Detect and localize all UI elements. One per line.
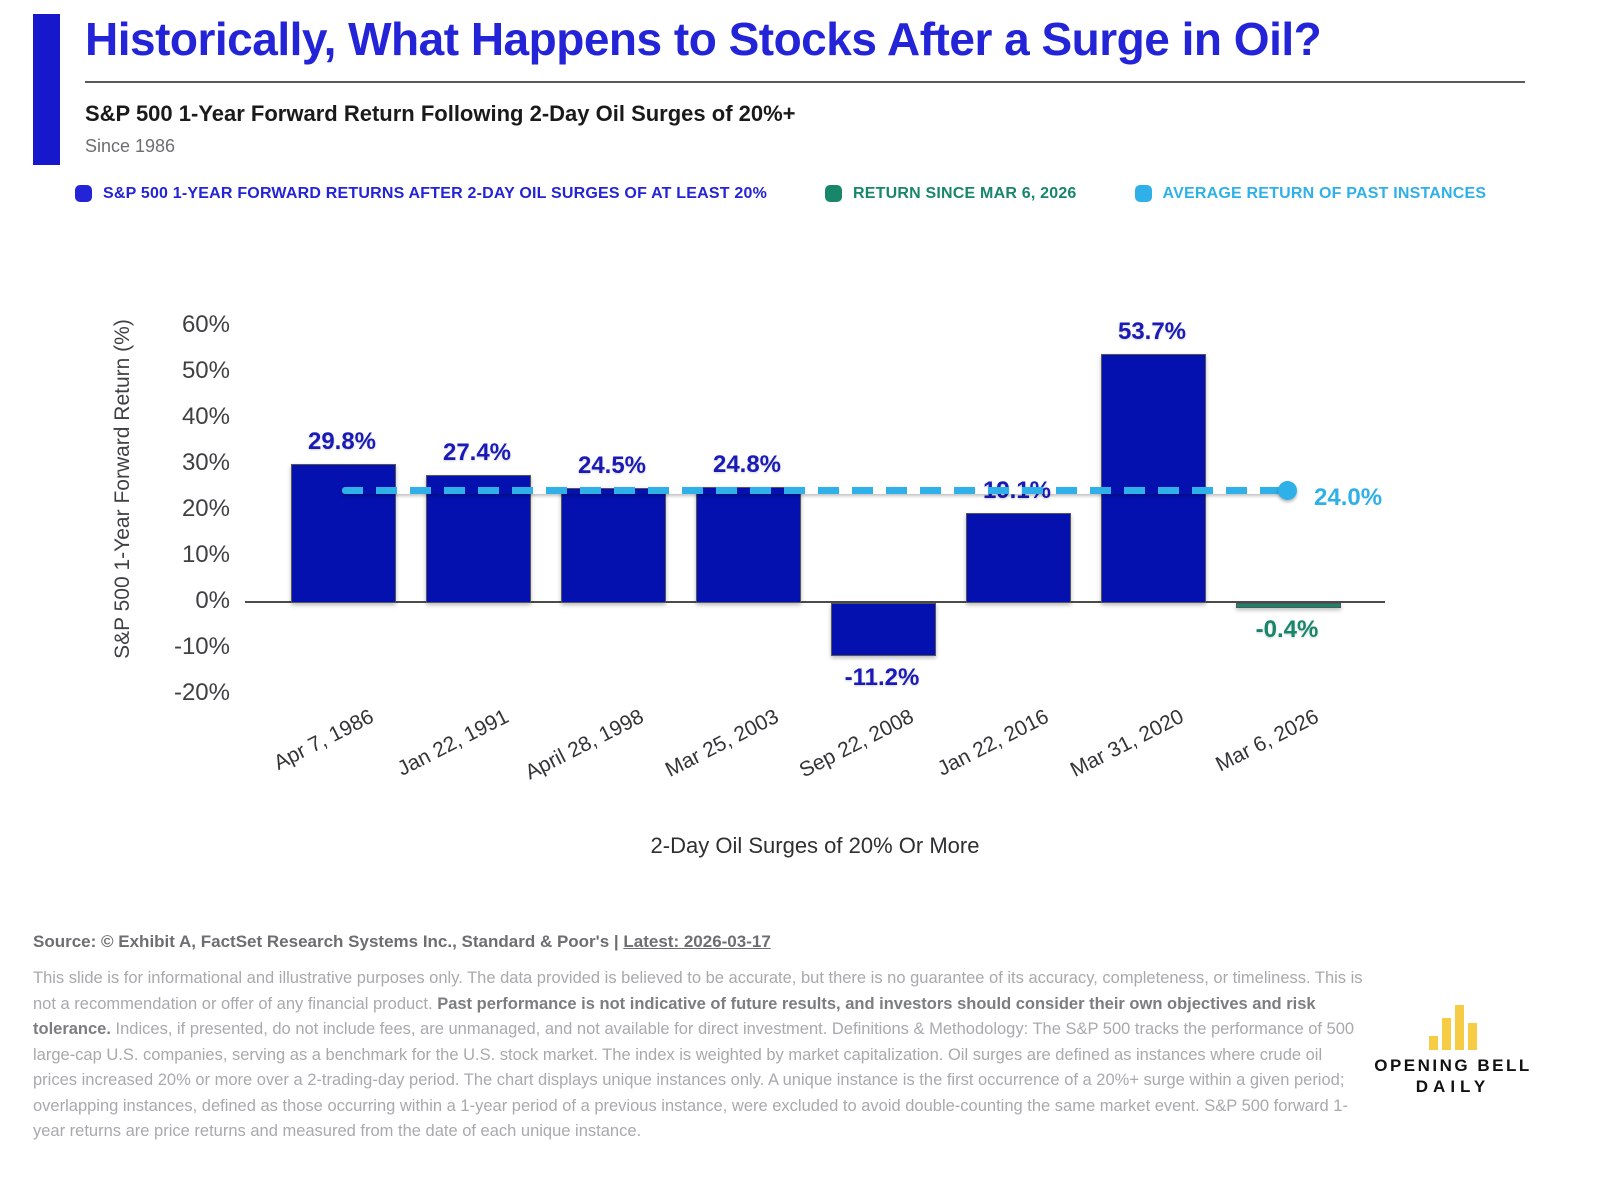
logo-bars-icon xyxy=(1368,1004,1538,1050)
disclaimer-part1: This slide is for informational and illu… xyxy=(33,969,1363,1013)
x-tick-label: Jan 22, 1991 xyxy=(393,704,513,781)
page-title: Historically, What Happens to Stocks Aft… xyxy=(85,13,1322,65)
legend-item-sp500-returns: S&P 500 1-YEAR FORWARD RETURNS AFTER 2-D… xyxy=(75,185,767,203)
logo-bar-1 xyxy=(1429,1036,1438,1050)
y-tick-label: -10% xyxy=(173,632,230,660)
bar-6 xyxy=(965,512,1071,603)
logo-bar-4 xyxy=(1468,1023,1477,1050)
x-tick-label: Mar 31, 2020 xyxy=(1066,704,1188,782)
bar-value-label: -0.4% xyxy=(1255,615,1319,643)
chart-subtitle: S&P 500 1-Year Forward Return Following … xyxy=(85,100,796,126)
y-tick-label: 30% xyxy=(181,448,230,476)
legend-swatch-green xyxy=(825,185,842,203)
bar-5 xyxy=(830,602,936,657)
x-tick-label: Mar 6, 2026 xyxy=(1212,704,1323,776)
legend-label: RETURN SINCE MAR 6, 2026 xyxy=(853,184,1077,202)
bar-value-label: 53.7% xyxy=(1117,317,1187,345)
disclaimer-bold: Past performance is not indicative of fu… xyxy=(33,994,1316,1039)
bar-chart: S&P 500 1-Year Forward Return (%) 60% 50%… xyxy=(95,285,1405,873)
legend-item-return-since: RETURN SINCE MAR 6, 2026 xyxy=(825,185,1077,203)
disclaimer-text: This slide is for informational and illu… xyxy=(33,966,1363,1145)
bar-value-label: 24.8% xyxy=(712,450,782,478)
x-axis-line xyxy=(245,600,1385,603)
title-accent-bar xyxy=(33,14,60,165)
x-axis-title: 2-Day Oil Surges of 20% Or More xyxy=(650,832,980,858)
header: Historically, What Happens to Stocks Aft… xyxy=(33,13,1525,165)
x-tick-label: Apr 7, 1986 xyxy=(270,704,378,775)
legend-swatch-cyan xyxy=(1134,185,1152,203)
x-tick-label: Mar 25, 2003 xyxy=(661,704,783,782)
average-return-value-label: 24.0% xyxy=(1314,484,1383,512)
chart-since-label: Since 1986 xyxy=(85,135,176,156)
y-tick-label: 60% xyxy=(181,310,230,338)
legend-item-average-return: AVERAGE RETURN OF PAST INSTANCES xyxy=(1134,184,1487,203)
y-tick-label: 10% xyxy=(181,540,230,568)
source-text: Source: © Exhibit A, FactSet Research Sy… xyxy=(33,932,624,951)
average-return-line xyxy=(342,486,1287,494)
x-tick-label: Jan 22, 2016 xyxy=(933,704,1053,781)
title-divider xyxy=(85,80,1525,83)
legend: S&P 500 1-YEAR FORWARD RETURNS AFTER 2-D… xyxy=(75,185,1610,203)
y-tick-label: 20% xyxy=(181,494,230,522)
bar-value-label: 24.5% xyxy=(577,451,647,479)
y-tick-label: 50% xyxy=(181,356,230,384)
x-tick-label: April 28, 1998 xyxy=(521,704,648,784)
bar-7 xyxy=(1100,353,1206,603)
logo-text-line1: OPENING BELL xyxy=(1374,1056,1532,1075)
bar-2 xyxy=(425,474,531,603)
legend-swatch-blue xyxy=(75,185,92,203)
source-latest-link[interactable]: Latest: 2026-03-17 xyxy=(623,932,771,951)
bar-3 xyxy=(560,487,666,603)
y-tick-label: 40% xyxy=(181,402,230,430)
y-tick-label: 0% xyxy=(195,586,230,614)
logo-text-line2: DAILY xyxy=(1415,1077,1491,1096)
bar-value-label: -11.2% xyxy=(844,664,920,692)
legend-label: S&P 500 1-YEAR FORWARD RETURNS AFTER 2-D… xyxy=(103,184,767,202)
y-tick-label: -20% xyxy=(173,678,230,706)
bar-8 xyxy=(1235,602,1341,608)
opening-bell-daily-logo: OPENING BELL DAILY xyxy=(1368,1004,1538,1097)
average-line-end-dot xyxy=(1278,480,1297,500)
footer: Source: © Exhibit A, FactSet Research Sy… xyxy=(33,932,1578,1145)
logo-bar-3 xyxy=(1455,1005,1464,1050)
bar-1 xyxy=(290,463,396,603)
bar-4 xyxy=(695,486,801,603)
legend-label: AVERAGE RETURN OF PAST INSTANCES xyxy=(1162,184,1487,202)
logo-bar-2 xyxy=(1442,1018,1451,1050)
bar-value-label: 27.4% xyxy=(442,438,512,466)
bar-value-label: 29.8% xyxy=(307,427,377,455)
source-line: Source: © Exhibit A, FactSet Research Sy… xyxy=(33,932,1578,952)
x-tick-label: Sep 22, 2008 xyxy=(795,704,918,782)
disclaimer-part2: Indices, if presented, do not include fe… xyxy=(33,1020,1355,1140)
